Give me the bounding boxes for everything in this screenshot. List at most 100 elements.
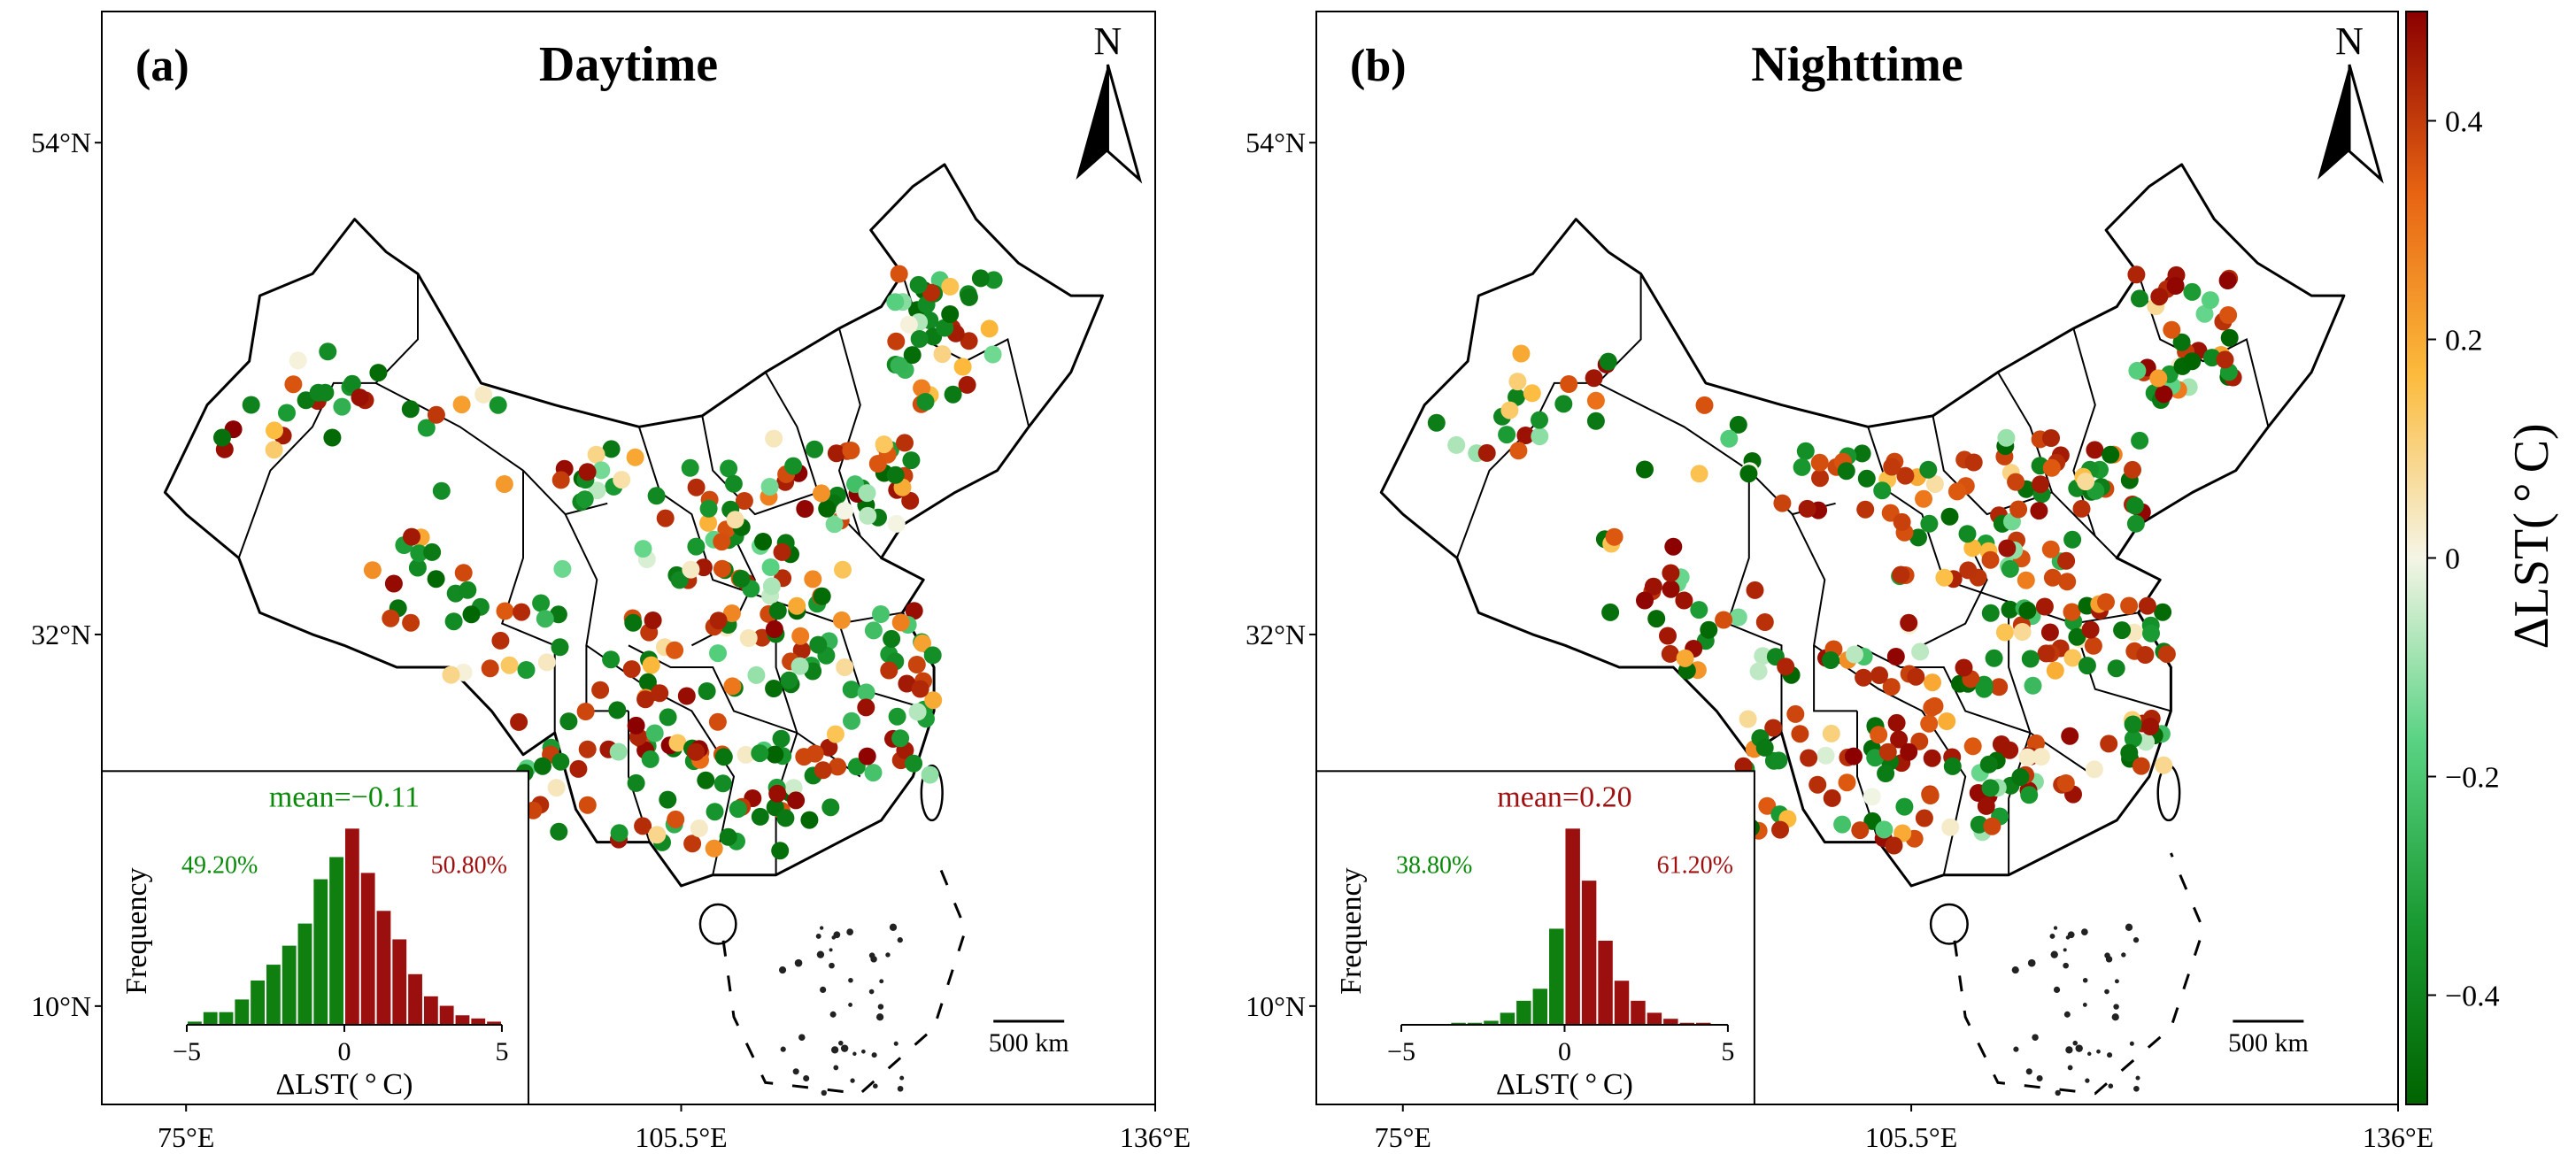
station-point <box>890 356 908 374</box>
station-point <box>1875 820 1893 839</box>
north-arrow-icon <box>1076 65 1108 180</box>
station-point <box>971 269 990 288</box>
station-point <box>2136 646 2155 664</box>
island-dot <box>2025 1068 2032 1075</box>
station-point <box>791 627 810 645</box>
station-point <box>559 712 578 731</box>
histogram-bar <box>360 873 375 1025</box>
station-point <box>1924 673 1941 692</box>
station-point <box>875 435 893 454</box>
histogram-bar <box>392 939 407 1025</box>
station-point <box>1796 442 1815 460</box>
station-point <box>289 351 307 370</box>
north-label: N <box>1094 19 1122 63</box>
island-dot <box>2107 1052 2113 1058</box>
station-point <box>403 527 420 546</box>
station-point <box>751 744 769 763</box>
island-dot <box>829 962 835 969</box>
station-point <box>2163 320 2181 339</box>
station-point <box>896 434 914 452</box>
station-point <box>2128 361 2147 380</box>
station-point <box>651 684 669 703</box>
station-point <box>699 513 718 532</box>
station-point <box>914 634 931 652</box>
lon-label: 105.5°E <box>1865 1121 1957 1153</box>
station-point <box>886 465 905 484</box>
island-dot <box>2133 1085 2140 1092</box>
station-point <box>1644 577 1662 596</box>
station-point <box>634 540 652 558</box>
station-point <box>766 745 784 764</box>
station-point <box>868 455 887 473</box>
station-point <box>732 570 751 588</box>
lat-label: 10°N <box>1246 990 1306 1022</box>
station-point <box>363 561 382 580</box>
station-point <box>829 758 847 776</box>
island-dot <box>2049 933 2055 939</box>
island-dot <box>2075 1044 2083 1052</box>
station-point <box>1427 413 1446 432</box>
station-point <box>1977 796 1995 815</box>
station-point <box>1878 742 1897 761</box>
station-point <box>922 283 940 302</box>
histogram-bar <box>203 1012 218 1025</box>
island-dot <box>2081 928 2088 935</box>
station-point <box>699 499 718 518</box>
histogram-bar <box>235 999 250 1025</box>
island-dot <box>2133 937 2140 943</box>
station-point <box>2057 551 2076 570</box>
station-point <box>2078 657 2096 675</box>
island-dot <box>829 948 833 952</box>
station-point <box>677 687 696 705</box>
station-point <box>913 379 931 397</box>
island-dot <box>872 1083 878 1089</box>
station-point <box>754 533 772 550</box>
station-point <box>423 542 442 561</box>
station-point <box>771 842 790 860</box>
station-point <box>1690 601 1708 619</box>
island-dot <box>2114 979 2119 984</box>
station-point <box>2220 328 2239 347</box>
station-point <box>1755 613 1774 631</box>
station-point <box>1661 644 1679 663</box>
station-point <box>773 542 791 561</box>
station-point <box>832 611 851 629</box>
station-point <box>902 451 921 470</box>
island-dot <box>2065 935 2071 940</box>
station-point <box>2120 743 2139 762</box>
scale-label: 500 km <box>989 1028 1069 1058</box>
province-border <box>237 273 419 558</box>
station-point <box>1882 678 1901 696</box>
province-border <box>775 601 798 875</box>
station-point <box>417 419 436 437</box>
station-point <box>1531 411 1548 429</box>
panel-title: Daytime <box>539 37 718 92</box>
island-dot <box>2036 1075 2043 1082</box>
station-point <box>459 581 477 599</box>
station-point <box>578 740 597 758</box>
scale-label: 500 km <box>2228 1028 2309 1058</box>
station-point <box>883 629 901 648</box>
station-point <box>911 680 929 698</box>
station-point <box>905 754 923 773</box>
station-point <box>1900 613 1918 632</box>
histogram-bar <box>487 1021 501 1025</box>
station-point <box>682 560 700 579</box>
station-point <box>495 475 513 493</box>
station-point <box>923 646 942 665</box>
station-point <box>638 673 657 691</box>
histogram-bar <box>439 1005 454 1025</box>
station-point <box>432 481 451 500</box>
island-dot <box>838 1040 844 1046</box>
station-point <box>2081 620 2100 639</box>
province-border <box>1455 273 1642 558</box>
island-dot <box>879 979 884 984</box>
station-point <box>2061 727 2079 745</box>
station-point <box>587 445 605 464</box>
station-point <box>1823 789 1841 807</box>
station-point <box>551 471 570 489</box>
station-point <box>887 332 906 350</box>
province-border <box>500 470 556 734</box>
island-dot <box>885 952 891 958</box>
station-point <box>474 385 493 404</box>
